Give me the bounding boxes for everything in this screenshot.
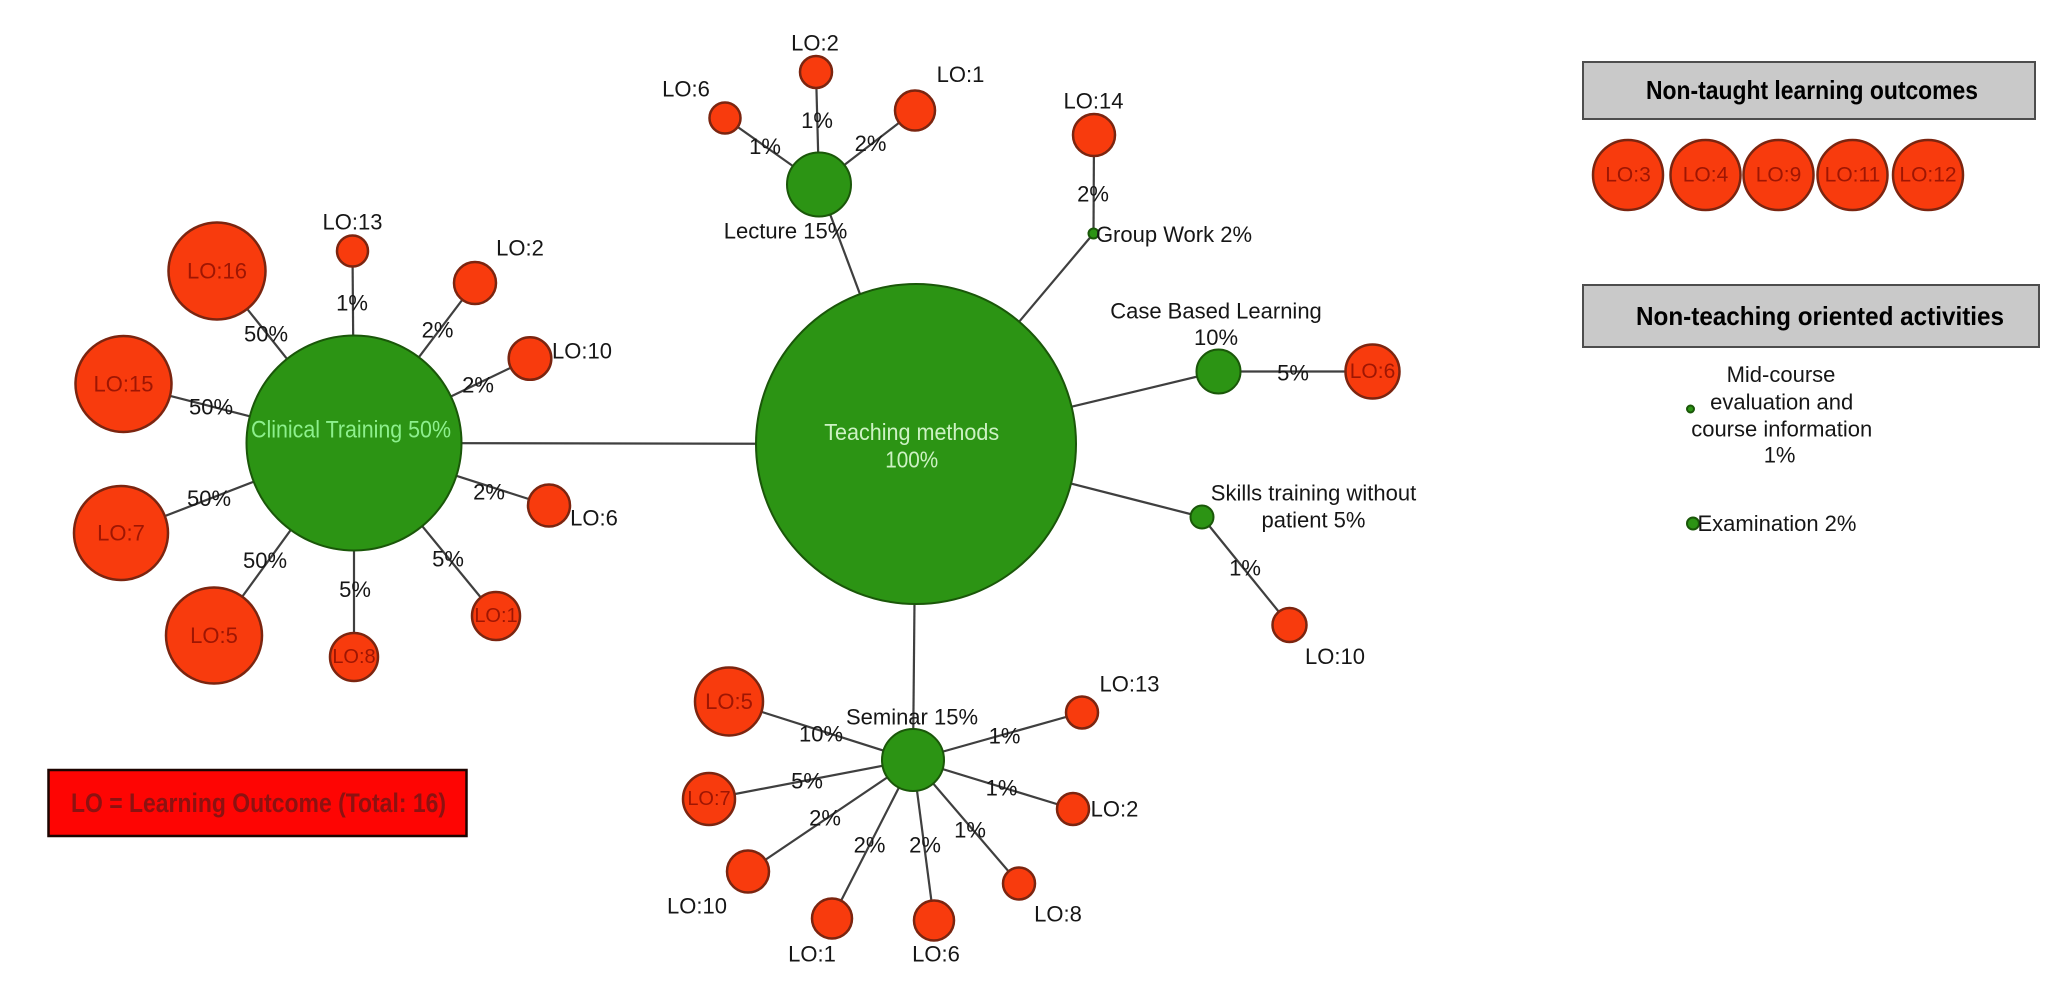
svg-text:LO:6: LO:6 <box>1350 360 1396 383</box>
svg-text:LO:2: LO:2 <box>1091 797 1139 822</box>
svg-text:LO:8: LO:8 <box>332 646 375 668</box>
svg-text:1%: 1% <box>954 818 986 843</box>
svg-text:2%: 2% <box>473 480 505 505</box>
svg-text:LO:2: LO:2 <box>791 31 839 56</box>
svg-text:LO:15: LO:15 <box>94 372 154 397</box>
svg-text:5%: 5% <box>1277 361 1309 386</box>
svg-text:LO:2: LO:2 <box>496 236 544 261</box>
svg-text:Clinical Training 50%: Clinical Training 50% <box>251 417 451 444</box>
svg-text:LO:3: LO:3 <box>1605 164 1651 187</box>
svg-text:LO:1: LO:1 <box>474 605 517 627</box>
svg-text:5%: 5% <box>432 547 464 572</box>
svg-text:LO:7: LO:7 <box>687 788 730 810</box>
svg-text:10%: 10% <box>799 722 843 747</box>
svg-text:5%: 5% <box>791 769 823 794</box>
svg-text:LO:6: LO:6 <box>912 942 960 967</box>
svg-text:2%: 2% <box>1077 182 1109 207</box>
svg-text:5%: 5% <box>339 577 371 602</box>
svg-text:2%: 2% <box>909 833 941 858</box>
svg-text:Case Based Learning: Case Based Learning <box>1110 299 1322 324</box>
svg-text:2%: 2% <box>462 373 494 398</box>
svg-text:LO:11: LO:11 <box>1825 164 1881 187</box>
svg-text:course information: course information <box>1691 417 1872 442</box>
svg-text:Non-taught learning outcomes: Non-taught learning outcomes <box>1646 75 1978 105</box>
svg-text:LO:13: LO:13 <box>1100 672 1160 697</box>
svg-text:LO:6: LO:6 <box>570 506 618 531</box>
svg-text:Mid-course: Mid-course <box>1727 362 1836 387</box>
svg-text:Group Work 2%: Group Work 2% <box>1096 222 1252 247</box>
svg-text:50%: 50% <box>244 322 288 347</box>
svg-text:2%: 2% <box>422 318 454 343</box>
svg-text:1%: 1% <box>986 776 1018 801</box>
svg-text:LO:5: LO:5 <box>705 689 753 714</box>
svg-text:50%: 50% <box>243 548 287 573</box>
svg-text:LO:10: LO:10 <box>667 894 727 919</box>
svg-text:10%: 10% <box>1194 325 1238 350</box>
svg-text:Teaching methods: Teaching methods <box>824 419 999 445</box>
svg-text:LO:7: LO:7 <box>97 521 145 546</box>
svg-text:LO:8: LO:8 <box>1034 902 1082 927</box>
svg-text:patient 5%: patient 5% <box>1262 508 1366 533</box>
svg-text:1%: 1% <box>1229 556 1261 581</box>
svg-text:LO:12: LO:12 <box>1899 164 1956 187</box>
svg-text:50%: 50% <box>187 486 231 511</box>
svg-text:LO:6: LO:6 <box>662 77 710 102</box>
svg-text:Non-teaching oriented activiti: Non-teaching oriented activities <box>1636 301 2004 331</box>
svg-text:LO:5: LO:5 <box>190 623 238 648</box>
svg-text:evaluation and: evaluation and <box>1710 390 1853 415</box>
svg-text:LO:1: LO:1 <box>937 62 985 87</box>
svg-text:2%: 2% <box>809 806 841 831</box>
svg-text:LO:1: LO:1 <box>788 942 836 967</box>
svg-text:LO:10: LO:10 <box>1305 644 1365 669</box>
svg-text:1%: 1% <box>336 291 368 316</box>
svg-text:LO = Learning Outcome (Total:: LO = Learning Outcome (Total: 16) <box>71 788 446 818</box>
svg-text:2%: 2% <box>854 833 886 858</box>
svg-text:1%: 1% <box>801 108 833 133</box>
svg-text:Lecture 15%: Lecture 15% <box>724 219 848 244</box>
svg-text:Seminar 15%: Seminar 15% <box>846 705 978 730</box>
svg-text:1%: 1% <box>989 724 1021 749</box>
svg-text:1%: 1% <box>1764 443 1796 468</box>
svg-text:Skills training without: Skills training without <box>1211 481 1416 506</box>
svg-text:100%: 100% <box>885 447 938 473</box>
svg-text:LO:4: LO:4 <box>1683 164 1729 187</box>
svg-text:50%: 50% <box>189 395 233 420</box>
svg-text:Examination 2%: Examination 2% <box>1698 511 1857 536</box>
svg-text:LO:14: LO:14 <box>1064 89 1124 114</box>
svg-text:LO:10: LO:10 <box>552 339 612 364</box>
svg-text:LO:16: LO:16 <box>187 259 247 284</box>
svg-text:2%: 2% <box>855 131 887 156</box>
svg-text:1%: 1% <box>749 134 781 159</box>
svg-text:LO:13: LO:13 <box>323 210 383 235</box>
svg-text:LO:9: LO:9 <box>1756 164 1802 187</box>
